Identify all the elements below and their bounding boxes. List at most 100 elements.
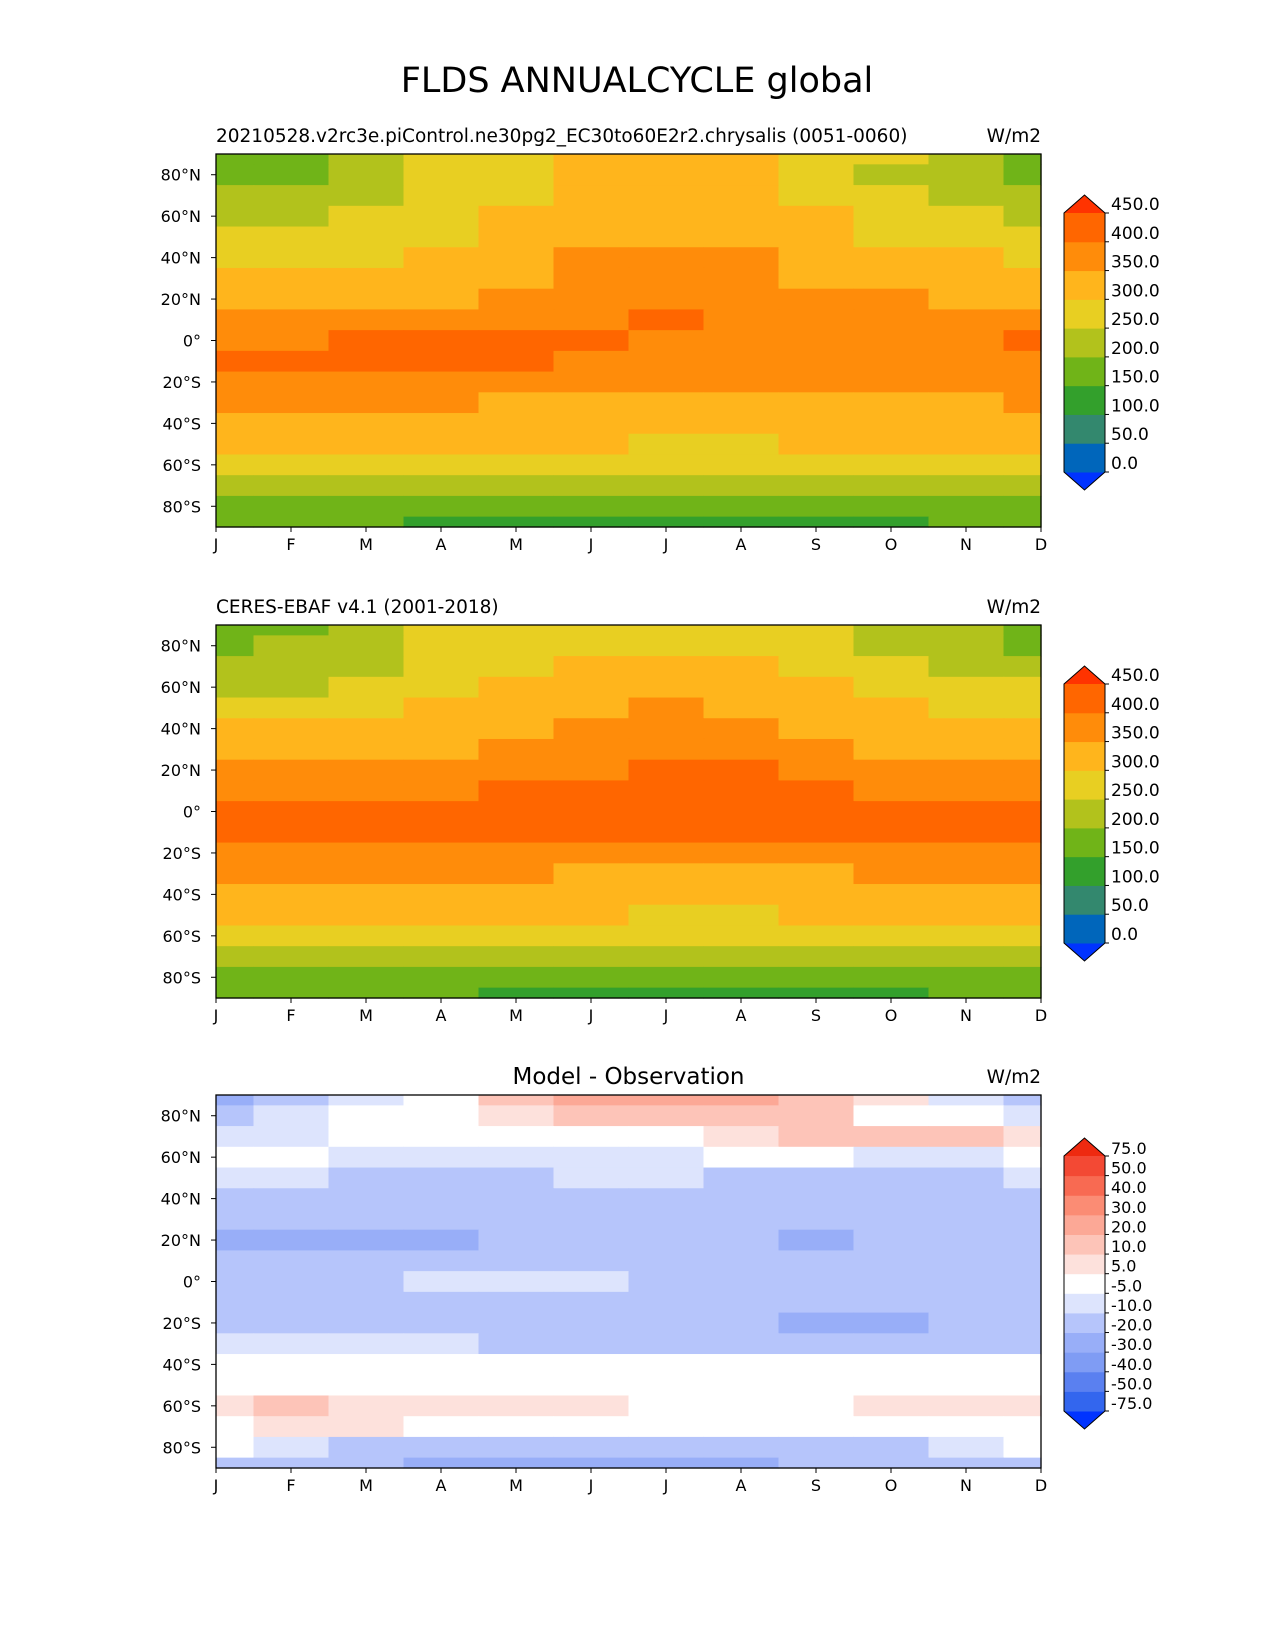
- heatmap-cell: [853, 392, 930, 414]
- heatmap-cell: [628, 267, 705, 290]
- x-tick-label: J: [663, 535, 669, 554]
- heatmap-cell: [328, 205, 405, 228]
- heatmap-cell: [853, 350, 930, 373]
- heatmap-cell: [628, 330, 705, 352]
- heatmap-cell: [253, 371, 330, 393]
- heatmap-cell: [553, 413, 630, 435]
- heatmap-cell: [478, 863, 555, 885]
- heatmap-cell: [928, 635, 1005, 657]
- heatmap-cell: [216, 309, 255, 331]
- heatmap-cell: [553, 1229, 630, 1252]
- heatmap-cell: [253, 966, 330, 989]
- heatmap-cell: [328, 904, 405, 927]
- heatmap-cell: [928, 904, 1005, 927]
- heatmap-cell: [328, 625, 405, 636]
- heatmap-cell: [403, 821, 480, 844]
- heatmap-cell: [928, 966, 1005, 989]
- heatmap-cell: [403, 1291, 480, 1314]
- heatmap-cell: [403, 1105, 480, 1127]
- y-tick-label: 60°S: [162, 927, 201, 946]
- colorbar-tick-label: 40.0: [1111, 1178, 1147, 1197]
- heatmap-cell: [328, 371, 405, 393]
- heatmap-cell: [628, 413, 705, 435]
- heatmap-cell: [928, 1395, 1005, 1417]
- heatmap-cell: [216, 904, 255, 927]
- heatmap-cell: [478, 1374, 555, 1397]
- colorbar-segment: [1064, 299, 1105, 329]
- heatmap-cell: [1003, 413, 1042, 435]
- heatmap-cell: [778, 987, 855, 999]
- heatmap-cell: [253, 433, 330, 456]
- heatmap-cell: [328, 1291, 405, 1314]
- y-tick-label: 20°S: [162, 1314, 201, 1333]
- colorbar-segment: [1064, 741, 1105, 771]
- x-tick-label: F: [286, 1006, 295, 1025]
- heatmap-cell: [928, 185, 1005, 207]
- x-tick-label: S: [811, 535, 821, 554]
- colorbar-tick-label: 30.0: [1111, 1198, 1147, 1217]
- heatmap-cell: [553, 884, 630, 906]
- heatmap-cell: [328, 1229, 405, 1252]
- heatmap-cell: [928, 1167, 1005, 1189]
- heatmap-cell: [253, 863, 330, 885]
- heatmap-cell: [553, 738, 630, 761]
- heatmap-cell: [778, 656, 855, 678]
- heatmap-cell: [853, 1457, 930, 1469]
- heatmap-cell: [1003, 1095, 1042, 1106]
- heatmap-cell: [403, 288, 480, 311]
- heatmap-cell: [328, 759, 405, 782]
- heatmap-cell: [928, 1374, 1005, 1397]
- heatmap-cell: [403, 1167, 480, 1189]
- heatmap-cell: [553, 842, 630, 864]
- colorbar-segment: [1064, 1352, 1105, 1373]
- y-tick-label: 60°S: [162, 1397, 201, 1416]
- heatmap-cell: [853, 625, 930, 636]
- colorbar-tick-label: 450.0: [1111, 195, 1160, 215]
- heatmap-cell: [328, 1312, 405, 1334]
- heatmap-cell: [703, 185, 780, 207]
- heatmap-cell: [253, 718, 330, 740]
- heatmap-cell: [478, 904, 555, 927]
- heatmap-cell: [328, 1208, 405, 1231]
- heatmap-cell: [253, 350, 330, 373]
- heatmap-cell: [628, 185, 705, 207]
- heatmap-cell: [328, 516, 405, 528]
- heatmap-cell: [216, 1271, 255, 1293]
- heatmap-cell: [328, 330, 405, 352]
- heatmap-cell: [253, 475, 330, 497]
- heatmap-cell: [216, 267, 255, 290]
- heatmap-cell: [478, 1354, 555, 1376]
- heatmap-cell: [478, 635, 555, 657]
- heatmap-cell: [628, 801, 705, 823]
- heatmap-cell: [328, 925, 405, 947]
- heatmap-cell: [703, 780, 780, 802]
- heatmap-cell: [1003, 392, 1042, 414]
- heatmap-cell: [403, 676, 480, 699]
- colorbar-segment: [1064, 1234, 1105, 1255]
- heatmap-cell: [1003, 697, 1042, 719]
- heatmap-cell: [216, 1333, 255, 1355]
- heatmap-cell: [403, 1208, 480, 1231]
- heatmap-cell: [216, 288, 255, 311]
- heatmap-cell: [328, 966, 405, 989]
- heatmap-cell: [778, 350, 855, 373]
- x-tick-label: D: [1035, 535, 1047, 554]
- heatmap-cell: [1003, 516, 1042, 528]
- heatmap-cell: [703, 718, 780, 740]
- colorbar: [1063, 665, 1106, 962]
- colorbar-segment: [1064, 1273, 1105, 1294]
- heatmap-cell: [403, 413, 480, 435]
- heatmap-cell: [216, 495, 255, 518]
- heatmap-cell: [553, 1416, 630, 1438]
- heatmap-cell: [403, 247, 480, 269]
- heatmap-cell: [403, 495, 480, 518]
- heatmap-cell: [628, 309, 705, 331]
- x-tick-label: M: [509, 1006, 523, 1025]
- heatmap-cell: [253, 656, 330, 678]
- colorbar-tick-label: 0.0: [1111, 925, 1138, 945]
- heatmap-cell: [628, 1333, 705, 1355]
- colorbar-segment: [1064, 1214, 1105, 1235]
- colorbar-segment: [1064, 414, 1105, 444]
- heatmap-cell: [403, 350, 480, 373]
- heatmap-cell: [778, 738, 855, 761]
